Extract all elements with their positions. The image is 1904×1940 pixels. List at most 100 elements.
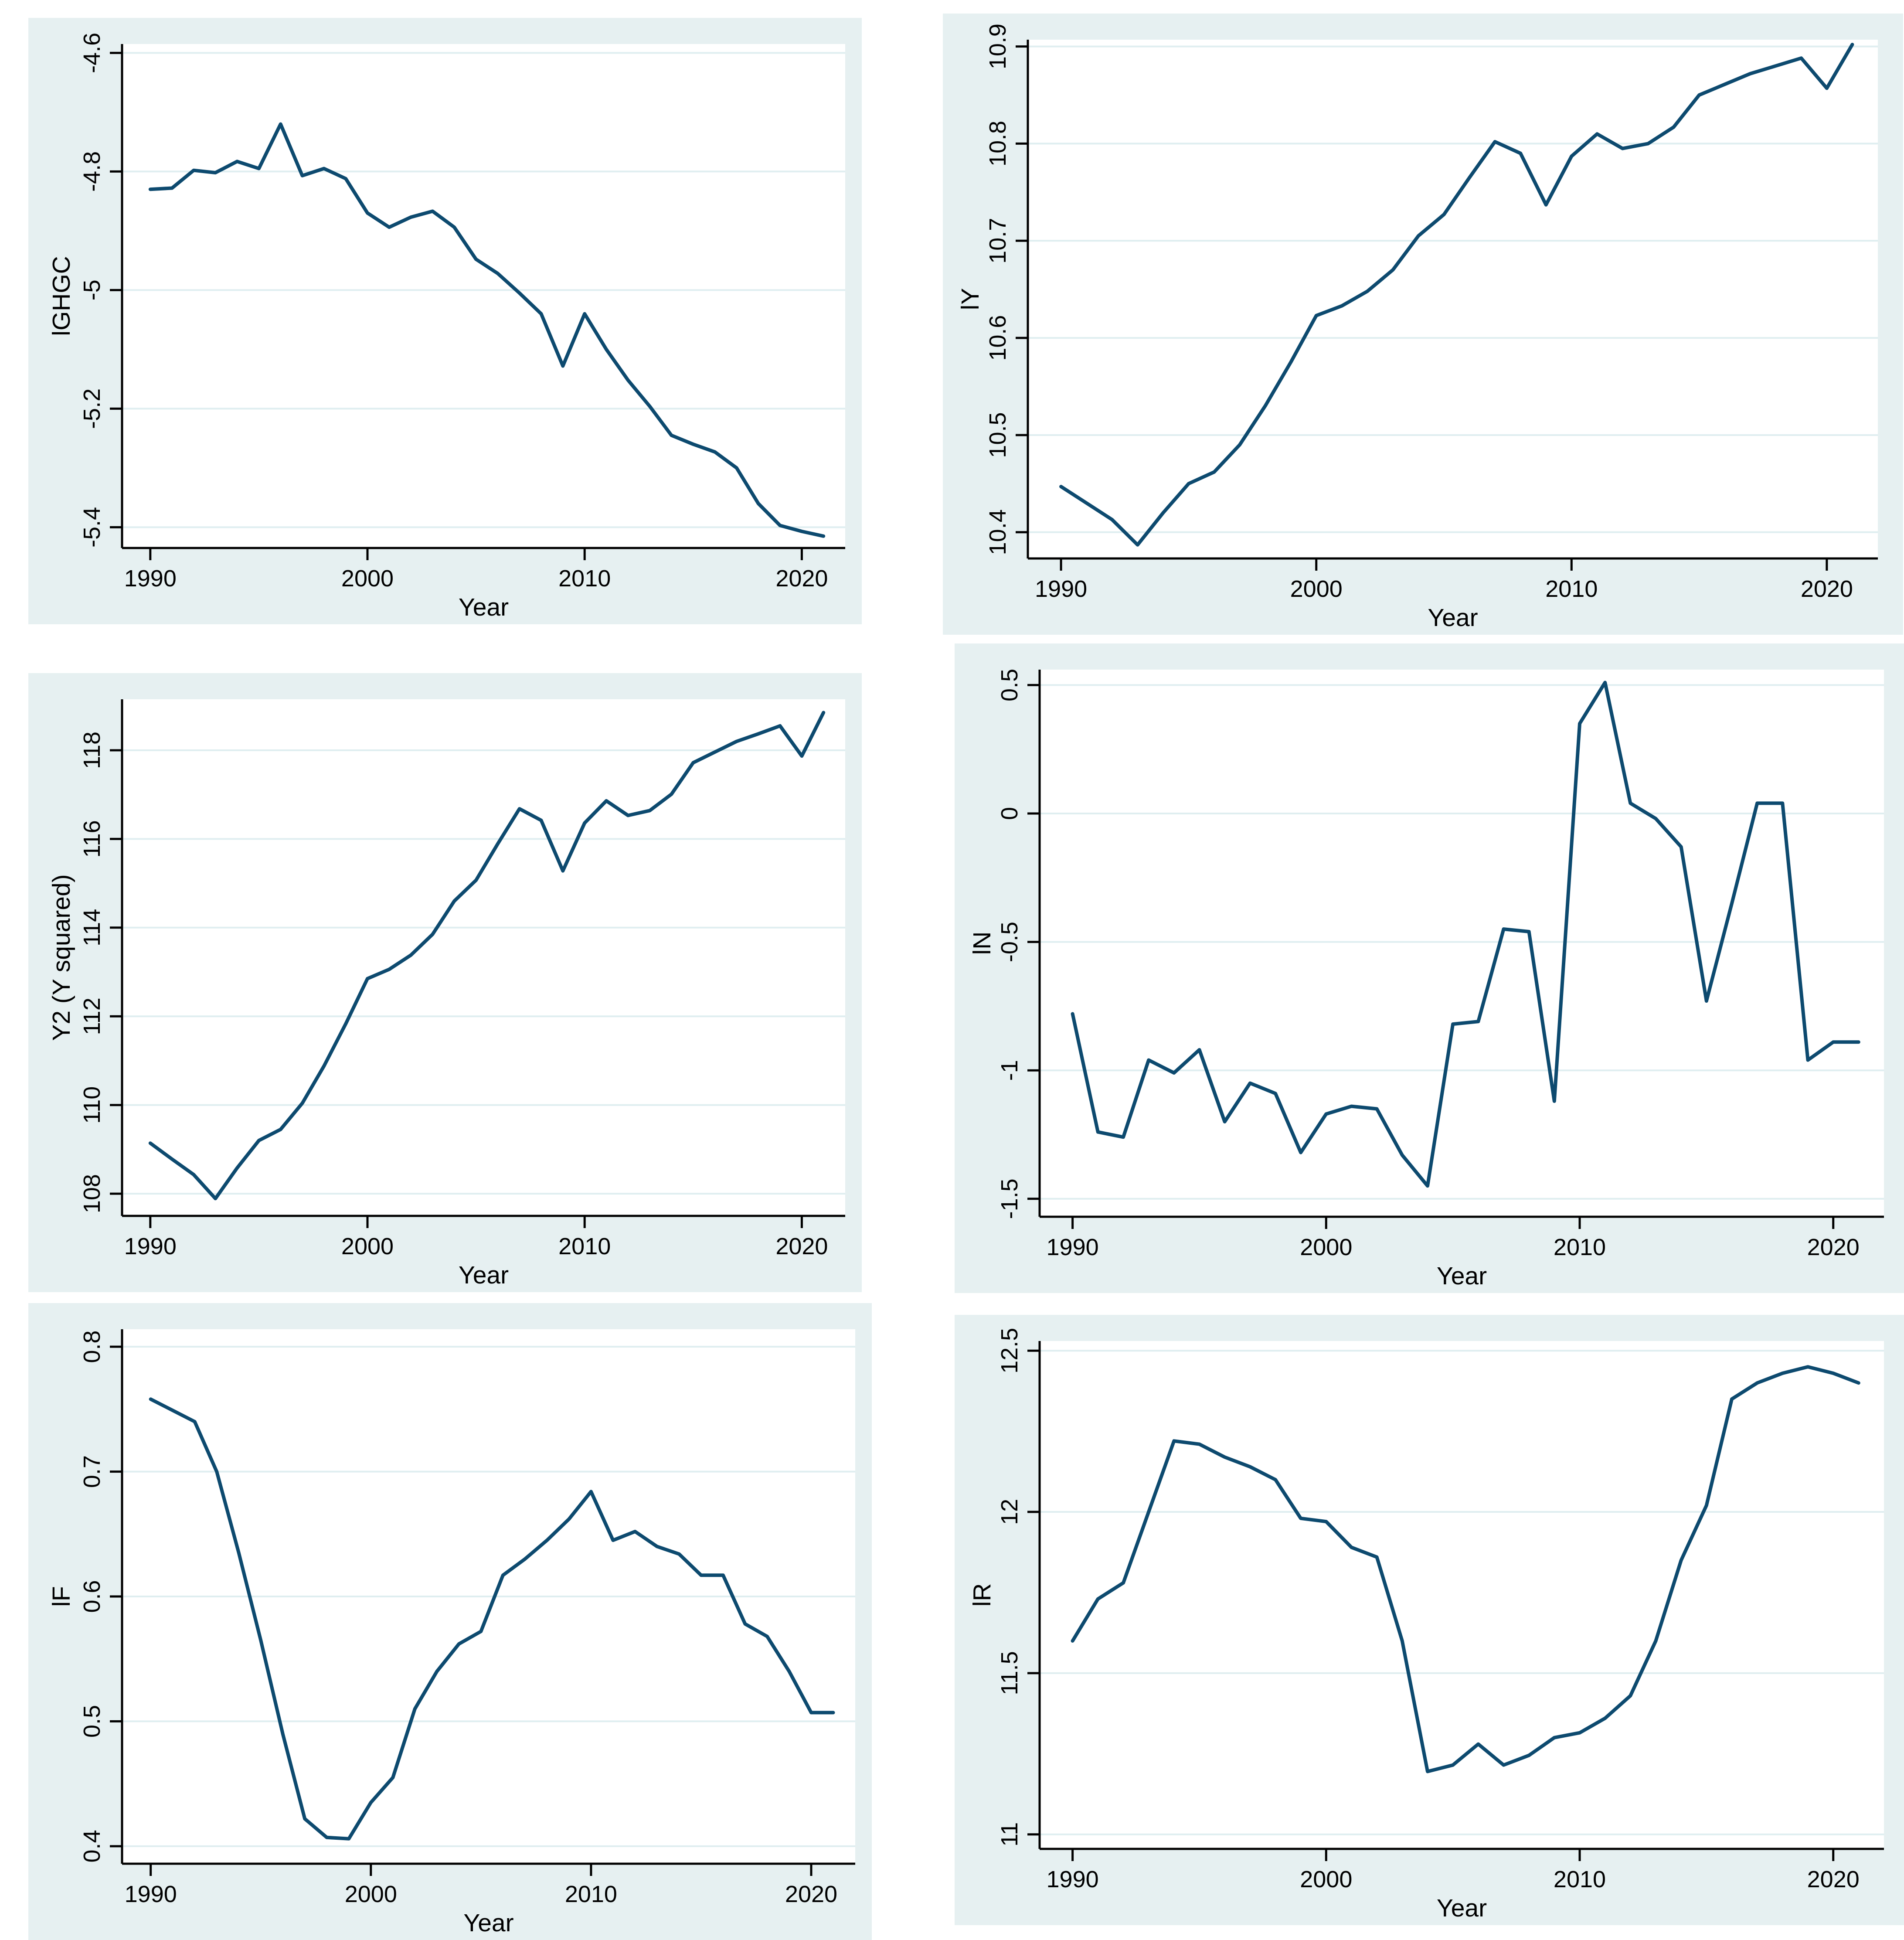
y-tick-label: 10.6: [985, 315, 1011, 361]
x-tick-label: 2010: [1554, 1234, 1606, 1260]
x-tick-label: 2010: [1545, 576, 1598, 602]
series-line: [149, 1397, 835, 1841]
x-tick-label: 2000: [341, 1233, 394, 1259]
x-tick-label: 2010: [1554, 1866, 1606, 1892]
chart-lr-svg: 11 11.5 12 12.5 1990 2000 2010 2020 lR Year: [968, 1328, 1884, 1922]
x-tick-label: 2020: [775, 1233, 828, 1259]
x-ticks: 1990 2000 2010 2020: [125, 1864, 837, 1907]
x-tick-label: 2010: [558, 565, 611, 592]
y-tick-label: 10.7: [985, 218, 1011, 264]
series-line: [1059, 43, 1854, 547]
y-tick-label: 10.5: [985, 412, 1011, 458]
y-tick-label: 10.9: [985, 24, 1011, 69]
y-tick-label: -4.6: [79, 33, 105, 73]
y-tick-label: 0: [996, 807, 1023, 820]
y-axis-title: lY: [956, 288, 984, 310]
panel-ly: 10.4 10.5 10.6 10.7 10.8 10.9 1990 2000 2010 2020…: [943, 14, 1903, 635]
x-axis-title: Year: [463, 1909, 513, 1937]
plot-area: [1028, 40, 1878, 558]
y-tick-label: 0.5: [996, 669, 1023, 701]
x-ticks: 1990 2000 2010 2020: [1047, 1849, 1860, 1892]
y-tick-label: 112: [79, 997, 105, 1035]
y-tick-label: 10.4: [985, 509, 1011, 555]
x-tick-label: 2000: [345, 1881, 397, 1907]
y-tick-label: 11.5: [996, 1651, 1023, 1695]
chart-lf-svg: 0.4 0.5 0.6 0.7 0.8 1990 2000 2010 2020 lF Year: [48, 1329, 855, 1937]
x-tick-label: 2010: [558, 1233, 611, 1259]
plot-area: [122, 44, 845, 548]
series-line: [1071, 1365, 1860, 1773]
x-tick-label: 1990: [1035, 576, 1087, 602]
x-tick-label: 1990: [125, 1881, 177, 1907]
x-tick-label: 2000: [341, 565, 394, 592]
y-tick-label: 10.8: [985, 121, 1011, 167]
y-gridlines: [122, 52, 845, 528]
x-tick-label: 1990: [124, 565, 177, 592]
y-ticks: 11 11.5 12 12.5: [996, 1328, 1040, 1847]
x-tick-label: 1990: [1047, 1234, 1099, 1260]
x-tick-label: 2010: [565, 1881, 617, 1907]
y-ticks: 10.4 10.5 10.6 10.7 10.8 10.9: [985, 24, 1028, 555]
y-axis-title: lR: [968, 1583, 996, 1607]
panel-lghgc: -4.6 -4.8 -5 -5.2 -5.4 1990 2000 2010 2020 lGHGC Y…: [28, 18, 862, 624]
y-tick-label: -1: [996, 1060, 1023, 1081]
x-tick-label: 2020: [1807, 1234, 1860, 1260]
x-tick-label: 2000: [1300, 1234, 1352, 1260]
y-tick-label: -5.2: [79, 388, 105, 429]
y-axis-title: lN: [968, 932, 996, 955]
y-tick-label: -5.4: [79, 507, 105, 548]
y-tick-label: 114: [79, 909, 105, 946]
y-tick-label: -5: [79, 279, 105, 300]
chart-y2-svg: 108 110 112 114 116 118 1990 2000 2010 2020 Y2 (Y …: [48, 699, 845, 1289]
panel-ln: 0.5 0 -0.5 -1 -1.5 1990 2000 2010 2020 lN Year: [955, 643, 1904, 1293]
y-tick-label: 0.6: [79, 1580, 105, 1613]
x-tick-label: 2020: [785, 1881, 837, 1907]
y-tick-label: 118: [79, 732, 105, 769]
series-line: [148, 122, 826, 538]
panel-lf: 0.4 0.5 0.6 0.7 0.8 1990 2000 2010 2020 lF Year: [28, 1303, 872, 1940]
panel-lr: 11 11.5 12 12.5 1990 2000 2010 2020 lR Year: [955, 1315, 1904, 1925]
series-line: [148, 711, 826, 1201]
x-axis-title: Year: [1437, 1262, 1487, 1290]
plot-area: [1040, 1341, 1884, 1849]
y-tick-label: 116: [79, 820, 105, 858]
x-ticks: 1990 2000 2010 2020: [1035, 558, 1853, 602]
y-gridlines: [1040, 684, 1884, 1200]
y-ticks: 0.4 0.5 0.6 0.7 0.8: [79, 1331, 122, 1862]
x-tick-label: 2020: [775, 565, 828, 592]
y-tick-label: 0.7: [79, 1455, 105, 1488]
y-tick-label: 110: [79, 1086, 105, 1124]
y-ticks: 0.5 0 -0.5 -1 -1.5: [996, 669, 1040, 1219]
y-gridlines: [122, 749, 845, 1195]
x-tick-label: 1990: [1047, 1866, 1099, 1892]
x-axis-title: Year: [1437, 1894, 1487, 1922]
x-ticks: 1990 2000 2010 2020: [124, 1216, 828, 1259]
y-tick-label: 0.8: [79, 1331, 105, 1363]
y-axis-title: lGHGC: [48, 256, 75, 336]
y-ticks: 108 110 112 114 116 118: [79, 732, 122, 1213]
plot-area: [122, 699, 845, 1216]
y-tick-label: 12.5: [996, 1328, 1023, 1374]
panel-y2: 108 110 112 114 116 118 1990 2000 2010 2020 Y2 (Y …: [28, 673, 862, 1292]
chart-lghgc-svg: -4.6 -4.8 -5 -5.2 -5.4 1990 2000 2010 2020 lGHGC Y…: [48, 33, 845, 621]
x-axis-title: Year: [459, 593, 509, 621]
x-tick-label: 2000: [1300, 1866, 1352, 1892]
y-gridlines: [1028, 45, 1878, 533]
x-tick-label: 2000: [1290, 576, 1343, 602]
x-tick-label: 2020: [1807, 1866, 1860, 1892]
y-gridlines: [1040, 1350, 1884, 1835]
x-axis-title: Year: [459, 1261, 509, 1289]
y-tick-label: 0.5: [79, 1705, 105, 1738]
chart-ly-svg: 10.4 10.5 10.6 10.7 10.8 10.9 1990 2000 2010 2020…: [956, 24, 1878, 632]
y-tick-label: 11: [996, 1822, 1023, 1847]
y-tick-label: 108: [79, 1174, 105, 1213]
x-ticks: 1990 2000 2010 2020: [1047, 1217, 1860, 1260]
x-tick-label: 2020: [1801, 576, 1853, 602]
y-axis-title: lF: [48, 1586, 75, 1606]
y-tick-label: 0.4: [79, 1830, 105, 1862]
x-tick-label: 1990: [124, 1233, 177, 1259]
y-tick-label: -0.5: [996, 922, 1023, 962]
x-axis-title: Year: [1428, 604, 1478, 632]
y-tick-label: -1.5: [996, 1178, 1023, 1219]
plot-area: [1040, 670, 1884, 1217]
